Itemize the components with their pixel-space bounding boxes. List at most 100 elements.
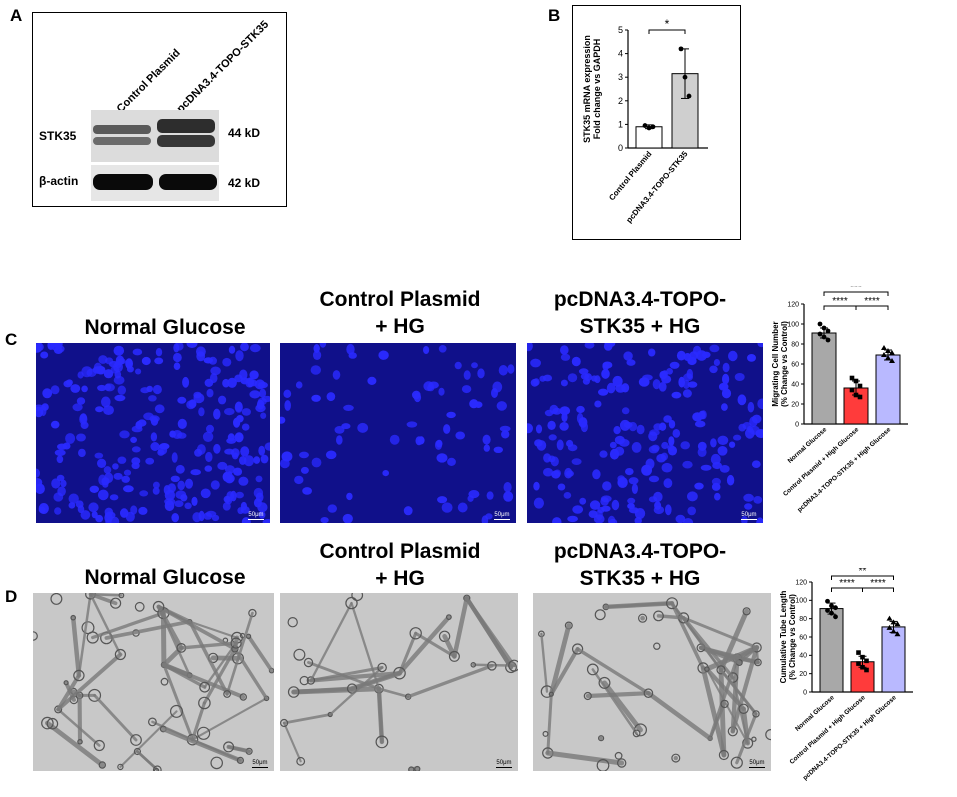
- cell-nucleus: [748, 402, 755, 413]
- cell-nucleus: [232, 452, 238, 459]
- cell-nucleus: [205, 379, 214, 387]
- cell-nucleus: [554, 470, 561, 477]
- cell-nucleus: [567, 516, 578, 522]
- cell-nucleus: [226, 438, 236, 444]
- y-tick-label: 100: [787, 321, 799, 328]
- cell-nucleus: [499, 365, 508, 376]
- cell-nucleus: [600, 497, 609, 506]
- cell-nucleus: [564, 468, 572, 479]
- cell-nucleus: [561, 354, 570, 361]
- cell-nucleus: [648, 349, 655, 357]
- cell-nucleus: [646, 459, 655, 470]
- migration-image-normal: 50μm: [36, 343, 270, 523]
- data-point: [864, 659, 869, 664]
- cell-nucleus: [503, 491, 513, 502]
- cell-nucleus: [543, 453, 551, 462]
- cell-nucleus: [668, 436, 674, 446]
- cell-nucleus: [723, 363, 730, 373]
- cell-nucleus: [77, 397, 85, 405]
- cell-nucleus: [632, 442, 642, 453]
- data-point: [850, 388, 855, 393]
- y-tick-label: 60: [799, 634, 807, 641]
- cell-nucleus: [687, 491, 698, 501]
- cell-nucleus: [576, 406, 585, 413]
- cell-nucleus: [683, 389, 692, 397]
- cell-nucleus: [653, 379, 661, 389]
- significance-label: ****: [864, 296, 880, 307]
- cell-nucleus: [727, 475, 734, 486]
- cell-nucleus: [171, 513, 179, 522]
- cell-nucleus: [174, 362, 181, 370]
- cell-nucleus: [447, 458, 456, 466]
- cell-nucleus: [536, 425, 542, 434]
- data-point: [683, 75, 688, 80]
- cell-nucleus: [483, 435, 491, 445]
- cell-nucleus: [602, 481, 611, 490]
- cell-nucleus: [613, 376, 623, 387]
- cell-nucleus: [551, 456, 559, 466]
- capillary-tube: [659, 616, 684, 618]
- cell-nucleus: [728, 351, 738, 361]
- cell-nucleus: [610, 442, 617, 449]
- cell-nucleus: [414, 393, 421, 402]
- size-label-44: 44 kD: [228, 126, 260, 140]
- cell-nucleus: [153, 385, 162, 394]
- cell-nucleus: [484, 444, 490, 451]
- data-point: [864, 668, 869, 673]
- cell-nucleus: [572, 505, 583, 514]
- cell-nucleus: [439, 345, 447, 353]
- cell-nucleus: [438, 388, 444, 396]
- cell-nucleus: [654, 501, 661, 510]
- capillary-tube: [473, 665, 514, 666]
- cell-nucleus: [254, 488, 263, 498]
- cell-nucleus: [140, 387, 149, 393]
- cell-nucleus: [335, 426, 345, 434]
- scale-bar: 50μm: [494, 512, 510, 520]
- cell-nucleus: [142, 357, 151, 365]
- cell-nucleus: [743, 422, 752, 429]
- cell-nucleus: [423, 381, 433, 391]
- cell-nucleus: [662, 463, 673, 473]
- y-tick-label: 20: [791, 401, 799, 408]
- scale-bar-label: 50μm: [496, 760, 511, 766]
- cell-nucleus: [661, 375, 671, 383]
- y-axis-label-line: (% Change vs Control): [788, 594, 797, 680]
- cell-nucleus: [233, 418, 240, 428]
- cell-nucleus: [357, 423, 368, 433]
- title-c-stk35: pcDNA3.4-TOPO- STK35 + HG: [510, 286, 770, 340]
- cell-nucleus: [90, 486, 99, 493]
- cell-nucleus: [173, 343, 179, 352]
- panel-b-letter: B: [548, 6, 560, 26]
- cell-nucleus: [254, 498, 262, 507]
- cell-nucleus: [201, 489, 211, 499]
- cell-nucleus: [241, 377, 249, 384]
- cell-nucleus: [88, 502, 98, 512]
- y-tick-label: 60: [791, 361, 799, 368]
- cell-nucleus: [119, 430, 129, 438]
- scale-bar-label: 50μm: [741, 512, 756, 518]
- data-point: [854, 393, 859, 398]
- bar: [812, 333, 836, 424]
- cell-nucleus: [165, 490, 175, 501]
- cell-nucleus: [176, 465, 185, 474]
- y-tick-label: 0: [795, 421, 799, 428]
- cell-nucleus: [507, 364, 514, 373]
- cell-nucleus: [66, 379, 73, 385]
- cell-nucleus: [235, 350, 243, 361]
- cell-nucleus: [229, 346, 235, 354]
- title-c-control: Control Plasmid + HG: [270, 286, 530, 340]
- cell-nucleus: [302, 487, 312, 495]
- cell-nucleus: [581, 373, 589, 379]
- cell-nucleus: [346, 493, 352, 500]
- cell-nucleus: [242, 408, 251, 416]
- cell-nucleus: [294, 476, 303, 484]
- cell-nucleus: [455, 432, 465, 440]
- cell-nucleus: [184, 503, 191, 510]
- cell-nucleus: [594, 401, 601, 408]
- cell-nucleus: [547, 421, 555, 430]
- cell-nucleus: [227, 471, 233, 481]
- cell-nucleus: [564, 492, 572, 499]
- cell-nucleus: [57, 487, 66, 497]
- cell-nucleus: [210, 367, 221, 376]
